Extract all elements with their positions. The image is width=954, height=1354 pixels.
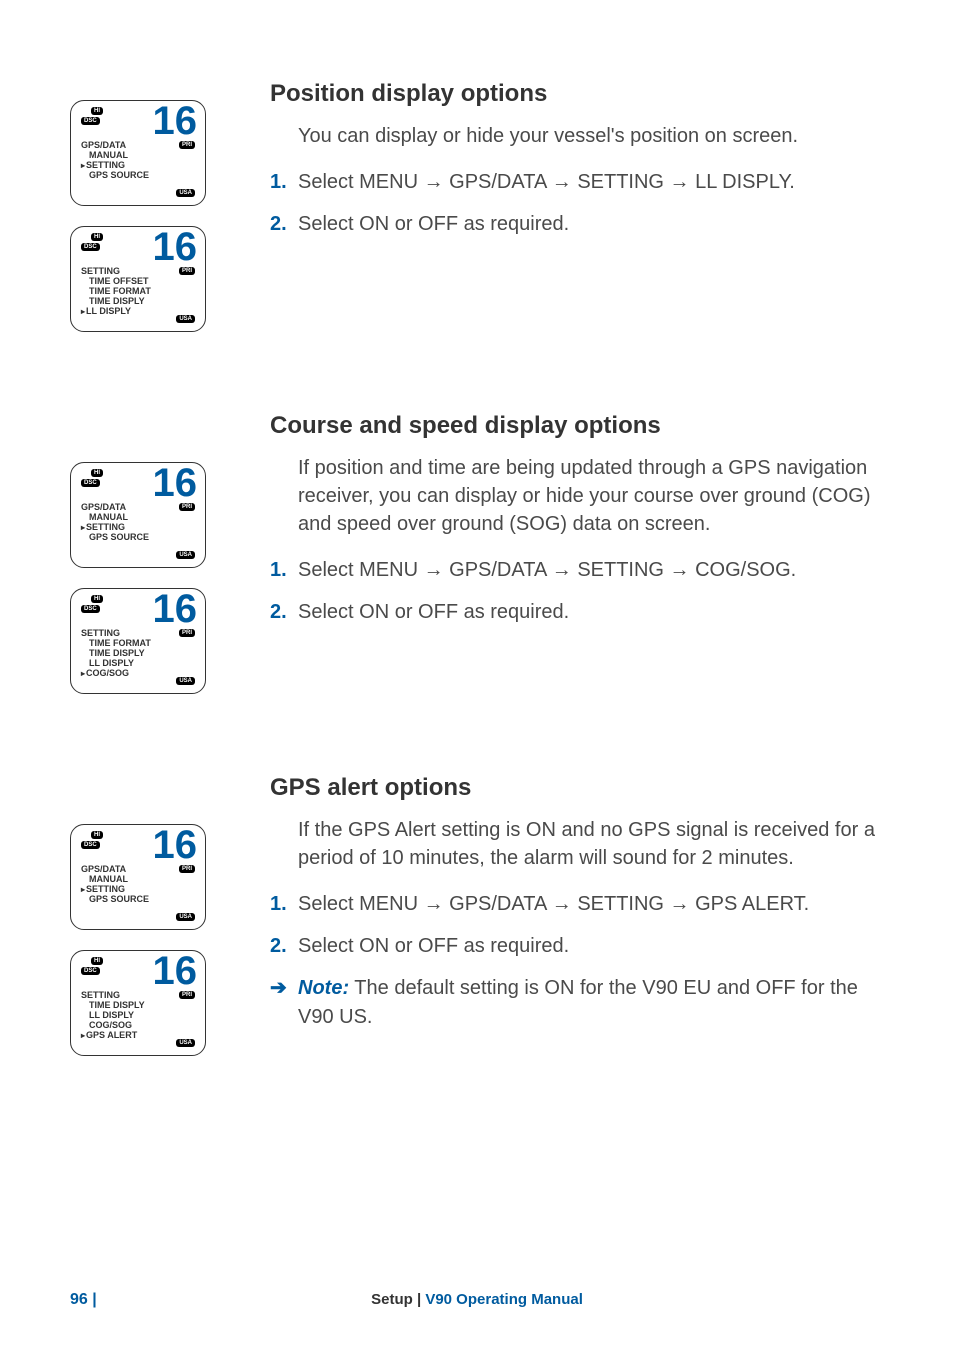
device-screen: HI DSC PRI USA 16 GPS/DATA MANUAL SETTIN… xyxy=(70,824,206,930)
step-number: 1. xyxy=(270,890,298,918)
page-number: 96 | xyxy=(70,1291,97,1309)
menu-line: GPS SOURCE xyxy=(81,895,149,905)
step-text: Select MENU → GPS/DATA → SETTING → LL DI… xyxy=(298,168,884,196)
badge-usa: USA xyxy=(176,913,195,921)
note-label: Note: xyxy=(298,977,349,999)
badge-hi: HI xyxy=(91,107,103,115)
channel-number: 16 xyxy=(153,825,198,865)
channel-number: 16 xyxy=(153,589,198,629)
page: HI DSC PRI USA 16 GPS/DATA MANUAL SETTIN… xyxy=(0,0,954,1354)
section-heading: Position display options xyxy=(270,80,884,108)
footer-title: V90 Operating Manual xyxy=(425,1291,583,1308)
device-screen: HI DSC PRI USA 16 GPS/DATA MANUAL SETTIN… xyxy=(70,100,206,206)
text-column: Course and speed display options If posi… xyxy=(250,412,884,714)
device-screen: HI DSC PRI USA 16 SETTING TIME DISPLY LL… xyxy=(70,950,206,1056)
step-text: Select MENU → GPS/DATA → SETTING → COG/S… xyxy=(298,556,884,584)
badge-hi: HI xyxy=(91,469,103,477)
section-heading: Course and speed display options xyxy=(270,412,884,440)
menu-line: GPS ALERT xyxy=(81,1031,145,1041)
step-number: 2. xyxy=(270,598,298,626)
menu-lines: SETTING TIME DISPLY LL DISPLY COG/SOG GP… xyxy=(81,991,145,1040)
section-gps-alert: HI DSC PRI USA 16 GPS/DATA MANUAL SETTIN… xyxy=(70,774,884,1076)
step-text: Select ON or OFF as required. xyxy=(298,598,884,626)
badge-dsc: DSC xyxy=(81,117,100,125)
menu-line: LL DISPLY xyxy=(81,307,151,317)
channel-number: 16 xyxy=(153,463,198,503)
badge-dsc: DSC xyxy=(81,243,100,251)
badge-usa: USA xyxy=(176,1039,195,1047)
menu-lines: GPS/DATA MANUAL SETTING GPS SOURCE xyxy=(81,503,149,543)
step: 2. Select ON or OFF as required. xyxy=(270,932,884,960)
badge-hi: HI xyxy=(91,233,103,241)
section-intro: If the GPS Alert setting is ON and no GP… xyxy=(270,816,884,872)
step: 1. Select MENU → GPS/DATA → SETTING → GP… xyxy=(270,890,884,918)
step-number: 1. xyxy=(270,168,298,196)
section-intro: If position and time are being updated t… xyxy=(270,454,884,538)
badge-dsc: DSC xyxy=(81,605,100,613)
menu-line: GPS SOURCE xyxy=(81,171,149,181)
step: 2. Select ON or OFF as required. xyxy=(270,598,884,626)
badge-hi: HI xyxy=(91,957,103,965)
menu-lines: GPS/DATA MANUAL SETTING GPS SOURCE xyxy=(81,865,149,905)
screens-column: HI DSC PRI USA 16 GPS/DATA MANUAL SETTIN… xyxy=(70,80,250,352)
section-course-speed: HI DSC PRI USA 16 GPS/DATA MANUAL SETTIN… xyxy=(70,412,884,714)
footer-section: Setup | xyxy=(371,1291,425,1308)
step: 2. Select ON or OFF as required. xyxy=(270,210,884,238)
note: ➔ Note: The default setting is ON for th… xyxy=(270,974,884,1032)
page-footer: 96 | Setup | V90 Operating Manual xyxy=(70,1291,884,1308)
badge-usa: USA xyxy=(176,551,195,559)
badge-hi: HI xyxy=(91,595,103,603)
menu-line: COG/SOG xyxy=(81,669,151,679)
text-column: Position display options You can display… xyxy=(250,80,884,352)
step-number: 2. xyxy=(270,210,298,238)
channel-number: 16 xyxy=(153,227,198,267)
badge-dsc: DSC xyxy=(81,967,100,975)
note-text: The default setting is ON for the V90 EU… xyxy=(298,977,858,1028)
screens-column: HI DSC PRI USA 16 GPS/DATA MANUAL SETTIN… xyxy=(70,412,250,714)
badge-dsc: DSC xyxy=(81,479,100,487)
badge-hi: HI xyxy=(91,831,103,839)
channel-number: 16 xyxy=(153,951,198,991)
menu-lines: SETTING TIME FORMAT TIME DISPLY LL DISPL… xyxy=(81,629,151,678)
step: 1. Select MENU → GPS/DATA → SETTING → LL… xyxy=(270,168,884,196)
screens-column: HI DSC PRI USA 16 GPS/DATA MANUAL SETTIN… xyxy=(70,774,250,1076)
channel-number: 16 xyxy=(153,101,198,141)
step-text: Select ON or OFF as required. xyxy=(298,932,884,960)
section-position-display: HI DSC PRI USA 16 GPS/DATA MANUAL SETTIN… xyxy=(70,80,884,352)
step-text: Select MENU → GPS/DATA → SETTING → GPS A… xyxy=(298,890,884,918)
arrow-icon: ➔ xyxy=(270,974,298,1032)
section-intro: You can display or hide your vessel's po… xyxy=(270,122,884,150)
step-text: Select ON or OFF as required. xyxy=(298,210,884,238)
badge-usa: USA xyxy=(176,189,195,197)
badge-usa: USA xyxy=(176,677,195,685)
step-number: 1. xyxy=(270,556,298,584)
note-body: Note: The default setting is ON for the … xyxy=(298,974,884,1032)
device-screen: HI DSC PRI USA 16 SETTING TIME OFFSET TI… xyxy=(70,226,206,332)
menu-lines: GPS/DATA MANUAL SETTING GPS SOURCE xyxy=(81,141,149,181)
device-screen: HI DSC PRI USA 16 SETTING TIME FORMAT TI… xyxy=(70,588,206,694)
menu-lines: SETTING TIME OFFSET TIME FORMAT TIME DIS… xyxy=(81,267,151,316)
step: 1. Select MENU → GPS/DATA → SETTING → CO… xyxy=(270,556,884,584)
badge-dsc: DSC xyxy=(81,841,100,849)
section-heading: GPS alert options xyxy=(270,774,884,802)
step-number: 2. xyxy=(270,932,298,960)
badge-usa: USA xyxy=(176,315,195,323)
menu-line: GPS SOURCE xyxy=(81,533,149,543)
device-screen: HI DSC PRI USA 16 GPS/DATA MANUAL SETTIN… xyxy=(70,462,206,568)
text-column: GPS alert options If the GPS Alert setti… xyxy=(250,774,884,1076)
